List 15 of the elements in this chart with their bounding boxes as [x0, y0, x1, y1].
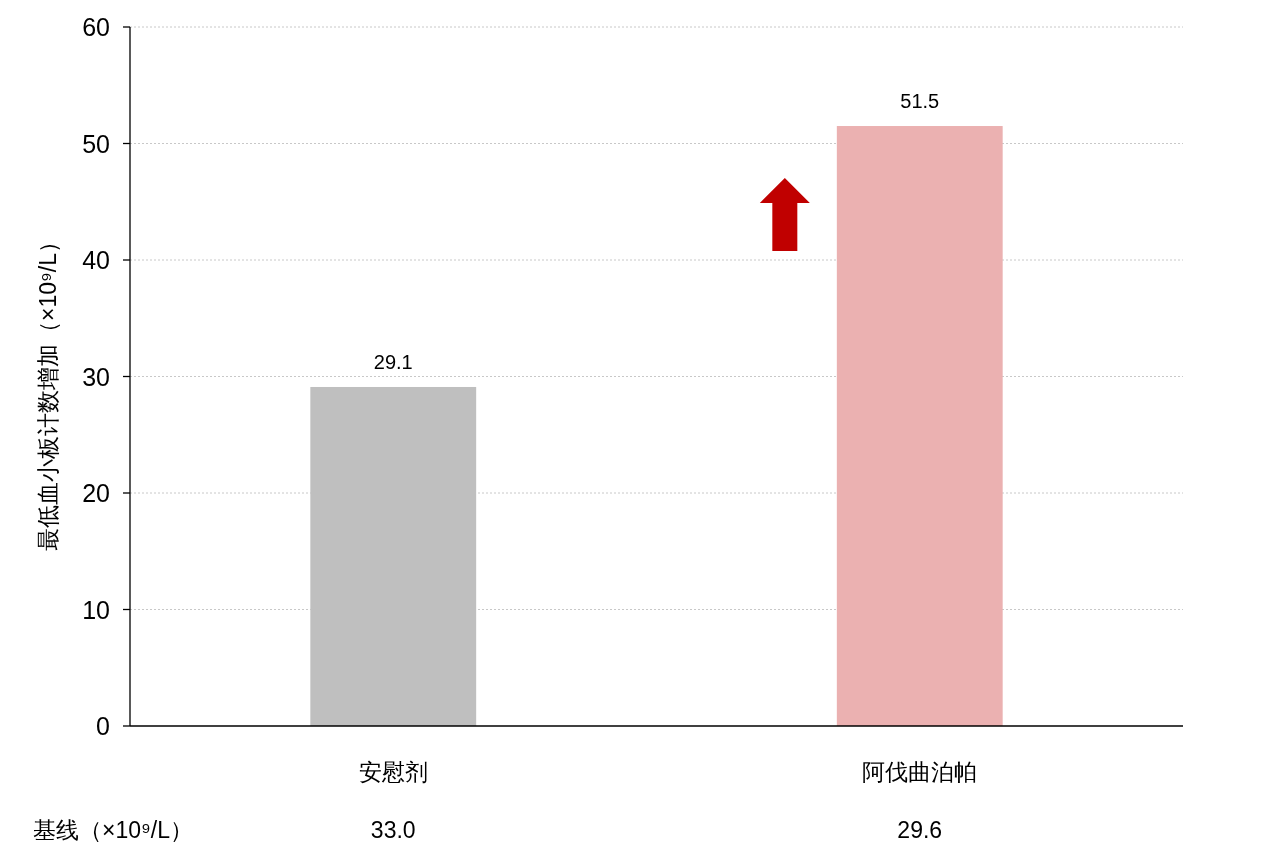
- data-label: 29.1: [373, 350, 413, 373]
- y-tick-label: 50: [82, 129, 110, 158]
- y-tick-label: 30: [82, 362, 110, 391]
- y-axis-title: 最低血小板计数增加（×10⁹/L）: [35, 229, 61, 552]
- y-tick-label: 40: [82, 246, 110, 274]
- y-tick-label: 0: [96, 712, 110, 740]
- x-tick-label: 阿伐曲泊帕: [862, 759, 978, 785]
- text: 33.0: [370, 817, 416, 843]
- data-label: 51.5: [900, 90, 940, 113]
- text: 基线（×10⁹/L）: [33, 817, 194, 843]
- text: 29.6: [897, 817, 943, 843]
- y-tick-label: 20: [82, 479, 110, 507]
- y-tick-label: 10: [82, 595, 110, 624]
- x-tick-label: 安慰剂: [358, 759, 428, 785]
- y-tick-label: 60: [82, 13, 110, 41]
